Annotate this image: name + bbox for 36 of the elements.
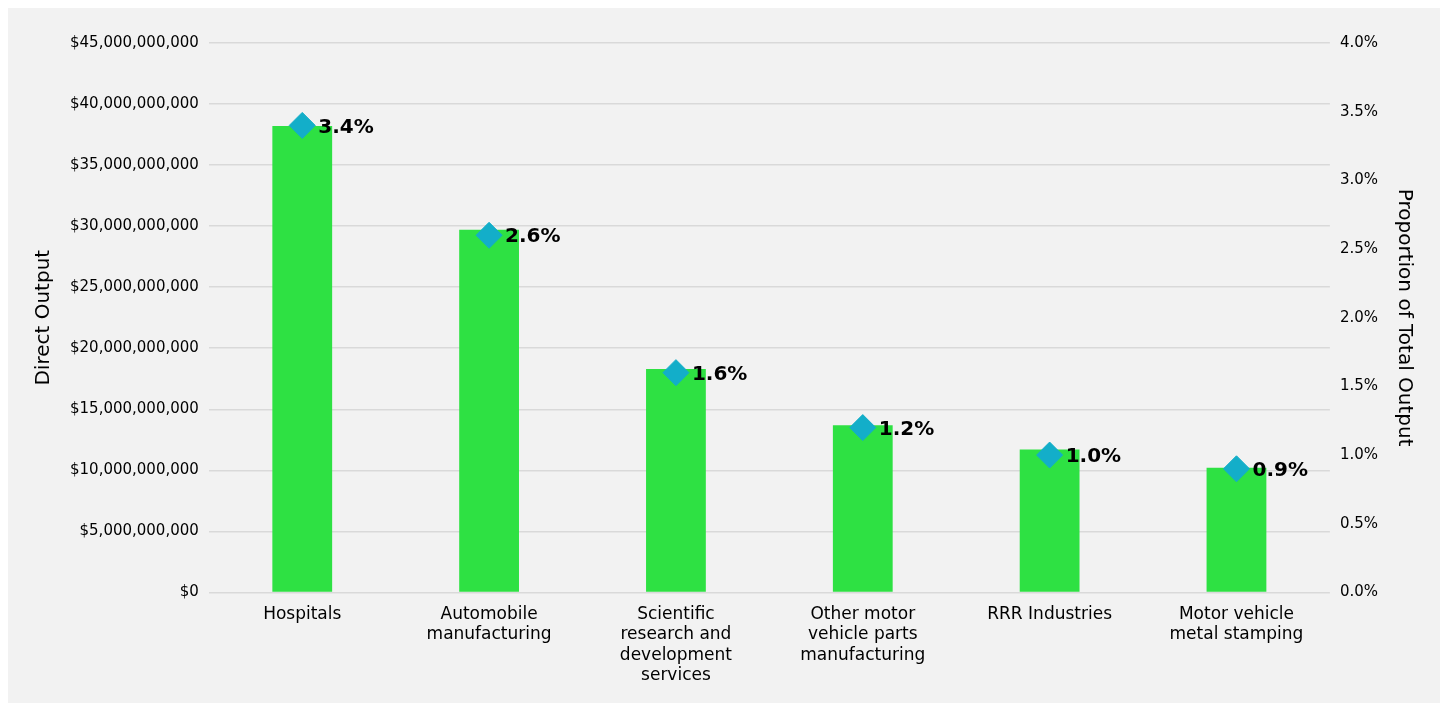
point <box>662 359 690 387</box>
y-tick-label: $10,000,000,000 <box>70 460 199 479</box>
y-tick-label: $40,000,000,000 <box>70 93 199 112</box>
y-tick-label: $45,000,000,000 <box>70 32 199 51</box>
y2-axis-title: Proportion of Total Output <box>1393 188 1418 447</box>
y2-tick-label: 1.0% <box>1339 444 1378 463</box>
y2-tick-label: 2.5% <box>1339 238 1378 257</box>
y2-tick-label: 0.5% <box>1339 513 1378 532</box>
y2-tick-label: 1.5% <box>1339 376 1378 395</box>
point <box>475 221 503 249</box>
y-tick-label: $20,000,000,000 <box>70 338 199 357</box>
y2-tick-label: 2.0% <box>1339 307 1378 326</box>
point <box>849 414 877 442</box>
y2-tick-label: 0.0% <box>1339 582 1378 601</box>
y2-tick-label: 4.0% <box>1339 32 1378 51</box>
y-axis-title: Direct Output <box>30 249 55 386</box>
data-label: 3.4% <box>318 113 374 138</box>
x-tick-label: Motor vehicle metal stamping <box>1169 603 1304 644</box>
y2-tick-label: 3.5% <box>1339 101 1378 120</box>
data-label: 0.9% <box>1252 456 1308 481</box>
x-tick-label: Other motor vehicle parts manufacturing <box>800 603 926 664</box>
x-tick-label: RRR Industries <box>987 603 1113 624</box>
x-tick-label: Hospitals <box>263 603 342 624</box>
point <box>1036 441 1064 469</box>
x-tick-label: Scientific research and development services <box>619 603 733 685</box>
point <box>288 111 316 139</box>
y-tick-label: $30,000,000,000 <box>70 216 199 235</box>
y-tick-label: $15,000,000,000 <box>70 399 199 418</box>
data-label: 1.2% <box>878 415 935 440</box>
y2-tick-label: 3.0% <box>1339 170 1378 189</box>
x-tick-label: Automobile manufacturing <box>426 603 552 644</box>
y-tick-label: $25,000,000,000 <box>70 277 199 296</box>
y-tick-label: $0 <box>179 582 199 601</box>
y-tick-label: $5,000,000,000 <box>79 521 199 540</box>
y-tick-label: $35,000,000,000 <box>70 154 199 173</box>
point <box>1222 455 1250 483</box>
